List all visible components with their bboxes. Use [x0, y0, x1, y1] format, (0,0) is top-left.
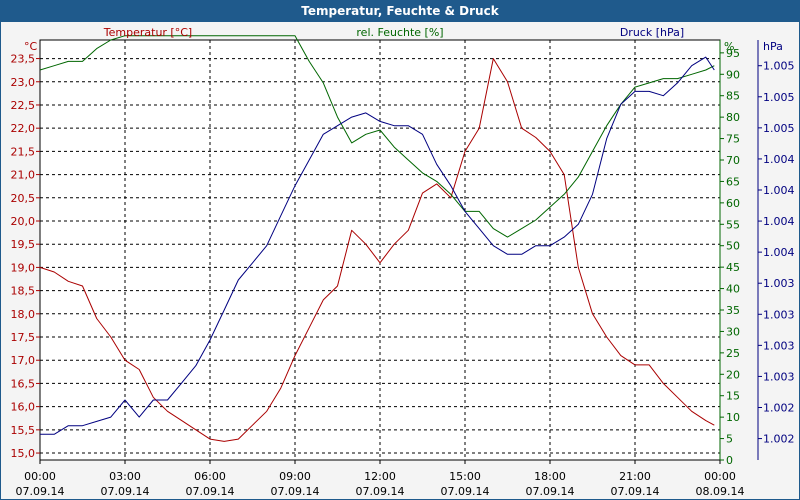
temperature-tick-label: 20,0 [11, 215, 36, 228]
temperature-axis-label: Temperatur [°C] [103, 26, 192, 39]
temperature-tick-label: 16,0 [11, 401, 36, 414]
series-line-temperature [39, 58, 715, 442]
humidity-tick-label: 95 [726, 47, 740, 60]
temperature-tick-label: 15,0 [11, 447, 36, 460]
humidity-tick-label: 75 [726, 133, 740, 146]
axes: 00:00 07.09.14 03:00 07.09.14 06:00 07.09.14 0… [11, 40, 795, 498]
temperature-tick-label: 17,0 [11, 354, 36, 367]
humidity-tick-label: 70 [726, 154, 740, 167]
series-line-humidity [39, 35, 715, 238]
humidity-tick-label: 85 [726, 90, 740, 103]
temperature-tick-label: 18,5 [11, 285, 36, 298]
x-tick-date: 08.09.14 [696, 485, 745, 498]
x-tick-date: 07.09.14 [356, 485, 405, 498]
pressure-tick-label: 1.003 [763, 277, 795, 290]
temperature-tick-label: 23,0 [11, 76, 36, 89]
pressure-tick-label: 1.003 [763, 308, 795, 321]
pressure-tick-label: 1.004 [763, 246, 795, 259]
x-tick-time: 09:00 [279, 470, 311, 483]
humidity-tick-label: 90 [726, 68, 740, 81]
pressure-tick-label: 1.005 [763, 122, 795, 135]
chart-title: Temperatur, Feuchte & Druck [1, 1, 799, 22]
humidity-tick-label: 25 [726, 347, 740, 360]
temperature-tick-label: 23,5 [11, 53, 36, 66]
humidity-axis-label: rel. Feuchte [%] [356, 26, 443, 39]
humidity-tick-label: 60 [726, 197, 740, 210]
humidity-tick-label: 65 [726, 175, 740, 188]
pressure-tick-label: 1.005 [763, 91, 795, 104]
humidity-tick-label: 45 [726, 261, 740, 274]
x-tick-time: 12:00 [364, 470, 396, 483]
temperature-tick-label: 22,5 [11, 99, 36, 112]
humidity-tick-label: 0 [726, 454, 733, 467]
temperature-tick-label: 21,5 [11, 145, 36, 158]
series-line-pressure [40, 56, 715, 435]
x-tick-date: 07.09.14 [271, 485, 320, 498]
x-tick-time: 15:00 [449, 470, 481, 483]
x-tick-date: 07.09.14 [441, 485, 490, 498]
temperature-tick-label: 17,5 [11, 331, 36, 344]
pressure-tick-label: 1.002 [763, 433, 795, 446]
series-lines [39, 35, 715, 442]
grid [40, 40, 720, 460]
temperature-tick-label: 15,5 [11, 424, 36, 437]
x-tick-date: 07.09.14 [186, 485, 235, 498]
x-tick-time: 00:00 [24, 470, 56, 483]
pressure-tick-label: 1.003 [763, 339, 795, 352]
x-tick-time: 18:00 [534, 470, 566, 483]
pressure-axis-label: Druck [hPa] [620, 26, 684, 39]
humidity-tick-label: 10 [726, 411, 740, 424]
x-tick-date: 07.09.14 [526, 485, 575, 498]
pressure-tick-label: 1.004 [763, 153, 795, 166]
x-tick-time: 00:00 [704, 470, 736, 483]
x-tick-time: 06:00 [194, 470, 226, 483]
temperature-tick-label: 19,0 [11, 261, 36, 274]
temperature-unit-label: °C [24, 40, 38, 53]
pressure-unit-label: hPa [763, 40, 783, 53]
humidity-tick-label: 5 [726, 433, 733, 446]
humidity-tick-label: 40 [726, 283, 740, 296]
temperature-tick-label: 21,0 [11, 169, 36, 182]
humidity-tick-label: 20 [726, 368, 740, 381]
temperature-tick-label: 16,5 [11, 377, 36, 390]
humidity-unit-label: % [724, 40, 734, 53]
temperature-tick-label: 22,0 [11, 122, 36, 135]
pressure-tick-label: 1.002 [763, 402, 795, 415]
humidity-tick-label: 50 [726, 240, 740, 253]
pressure-tick-label: 1.003 [763, 370, 795, 383]
temperature-tick-label: 20,5 [11, 192, 36, 205]
temperature-tick-label: 18,0 [11, 308, 36, 321]
x-tick-date: 07.09.14 [611, 485, 660, 498]
pressure-tick-label: 1.005 [763, 60, 795, 73]
x-tick-date: 07.09.14 [16, 485, 65, 498]
humidity-tick-label: 30 [726, 325, 740, 338]
x-tick-time: 03:00 [109, 470, 141, 483]
temperature-tick-label: 19,5 [11, 238, 36, 251]
x-tick-date: 07.09.14 [101, 485, 150, 498]
humidity-tick-label: 55 [726, 218, 740, 231]
pressure-tick-label: 1.004 [763, 215, 795, 228]
humidity-tick-label: 80 [726, 111, 740, 124]
x-tick-time: 21:00 [619, 470, 651, 483]
pressure-tick-label: 1.004 [763, 184, 795, 197]
humidity-tick-label: 15 [726, 390, 740, 403]
humidity-tick-label: 35 [726, 304, 740, 317]
